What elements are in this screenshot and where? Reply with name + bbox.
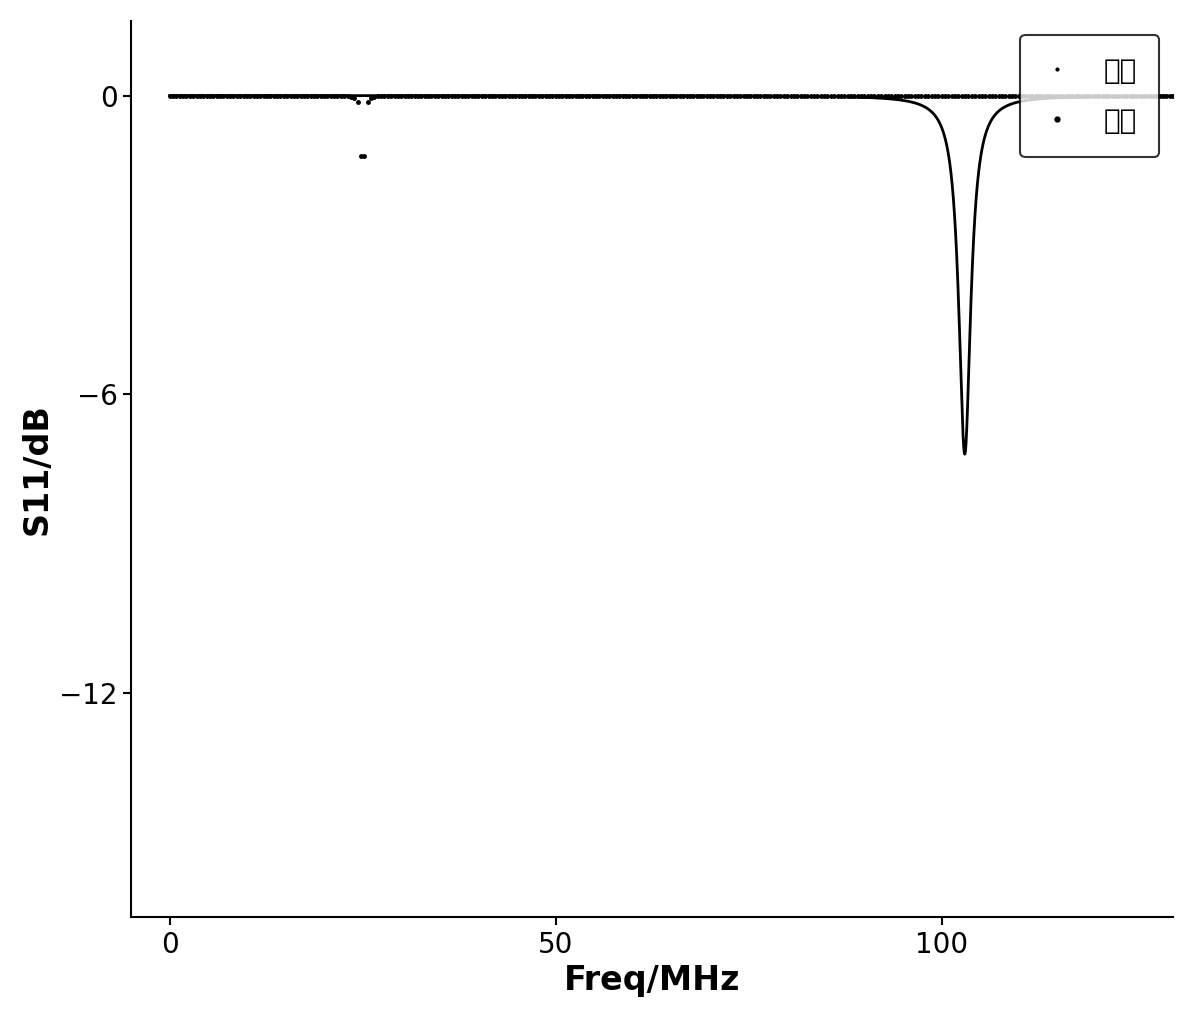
单层 [166, 90, 180, 102]
单层 [1011, 90, 1026, 102]
单层 [763, 90, 777, 102]
双层 [960, 408, 974, 420]
单层 [759, 90, 774, 102]
双层 [1167, 90, 1181, 102]
双层 [958, 448, 972, 460]
双层 [800, 91, 814, 103]
单层 [1076, 90, 1090, 102]
Y-axis label: S11/dB: S11/dB [20, 403, 54, 535]
Line: 双层: 双层 [170, 96, 1174, 454]
X-axis label: Freq/MHz: Freq/MHz [564, 964, 740, 998]
Legend: 单层, 双层: 单层, 双层 [1021, 35, 1159, 158]
单层 [780, 90, 794, 102]
双层 [756, 90, 770, 102]
单层 [1167, 90, 1181, 102]
双层 [213, 90, 227, 102]
单层 [162, 90, 177, 102]
双层 [162, 90, 177, 102]
双层 [525, 90, 540, 102]
单层 [357, 150, 371, 162]
Line: 单层: 单层 [166, 92, 1176, 160]
双层 [906, 97, 921, 109]
